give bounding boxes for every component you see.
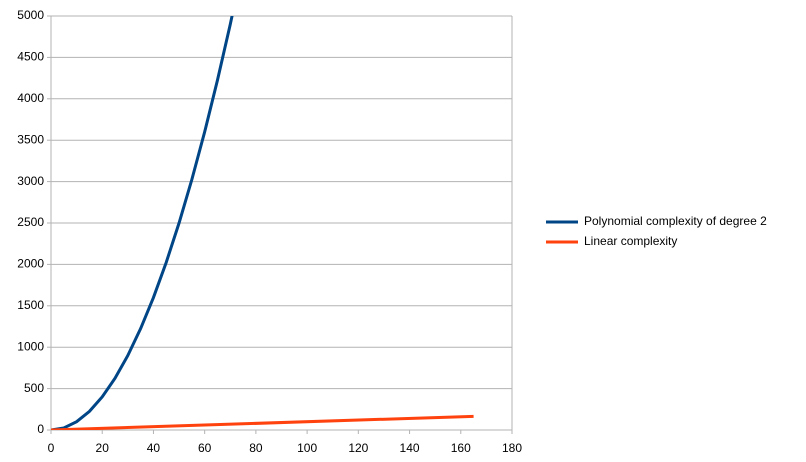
y-tick-label: 4000 <box>17 91 44 105</box>
y-tick-label: 0 <box>37 422 44 436</box>
y-tick-label: 5000 <box>17 8 44 22</box>
legend-label: Polynomial complexity of degree 2 <box>584 214 767 228</box>
line-series <box>51 16 234 430</box>
x-tick-label: 160 <box>451 441 471 455</box>
y-tick-label: 4500 <box>17 50 44 64</box>
y-tick-label: 1500 <box>17 298 44 312</box>
x-tick-label: 100 <box>297 441 317 455</box>
x-tick-label: 40 <box>147 441 161 455</box>
x-tick-label: 20 <box>96 441 110 455</box>
y-tick-label: 500 <box>24 381 44 395</box>
y-tick-label: 2000 <box>17 257 44 271</box>
x-tick-label: 120 <box>348 441 368 455</box>
y-tick-label: 3000 <box>17 174 44 188</box>
y-tick-label: 3500 <box>17 132 44 146</box>
x-tick-label: 180 <box>502 441 522 455</box>
x-tick-label: 80 <box>249 441 263 455</box>
x-tick-label: 140 <box>400 441 420 455</box>
x-tick-label: 60 <box>198 441 212 455</box>
legend-label: Linear complexity <box>584 234 677 248</box>
y-tick-label: 2500 <box>17 215 44 229</box>
y-tick-label: 1000 <box>17 339 44 353</box>
line-series <box>51 414 474 430</box>
x-tick-label: 0 <box>48 441 55 455</box>
